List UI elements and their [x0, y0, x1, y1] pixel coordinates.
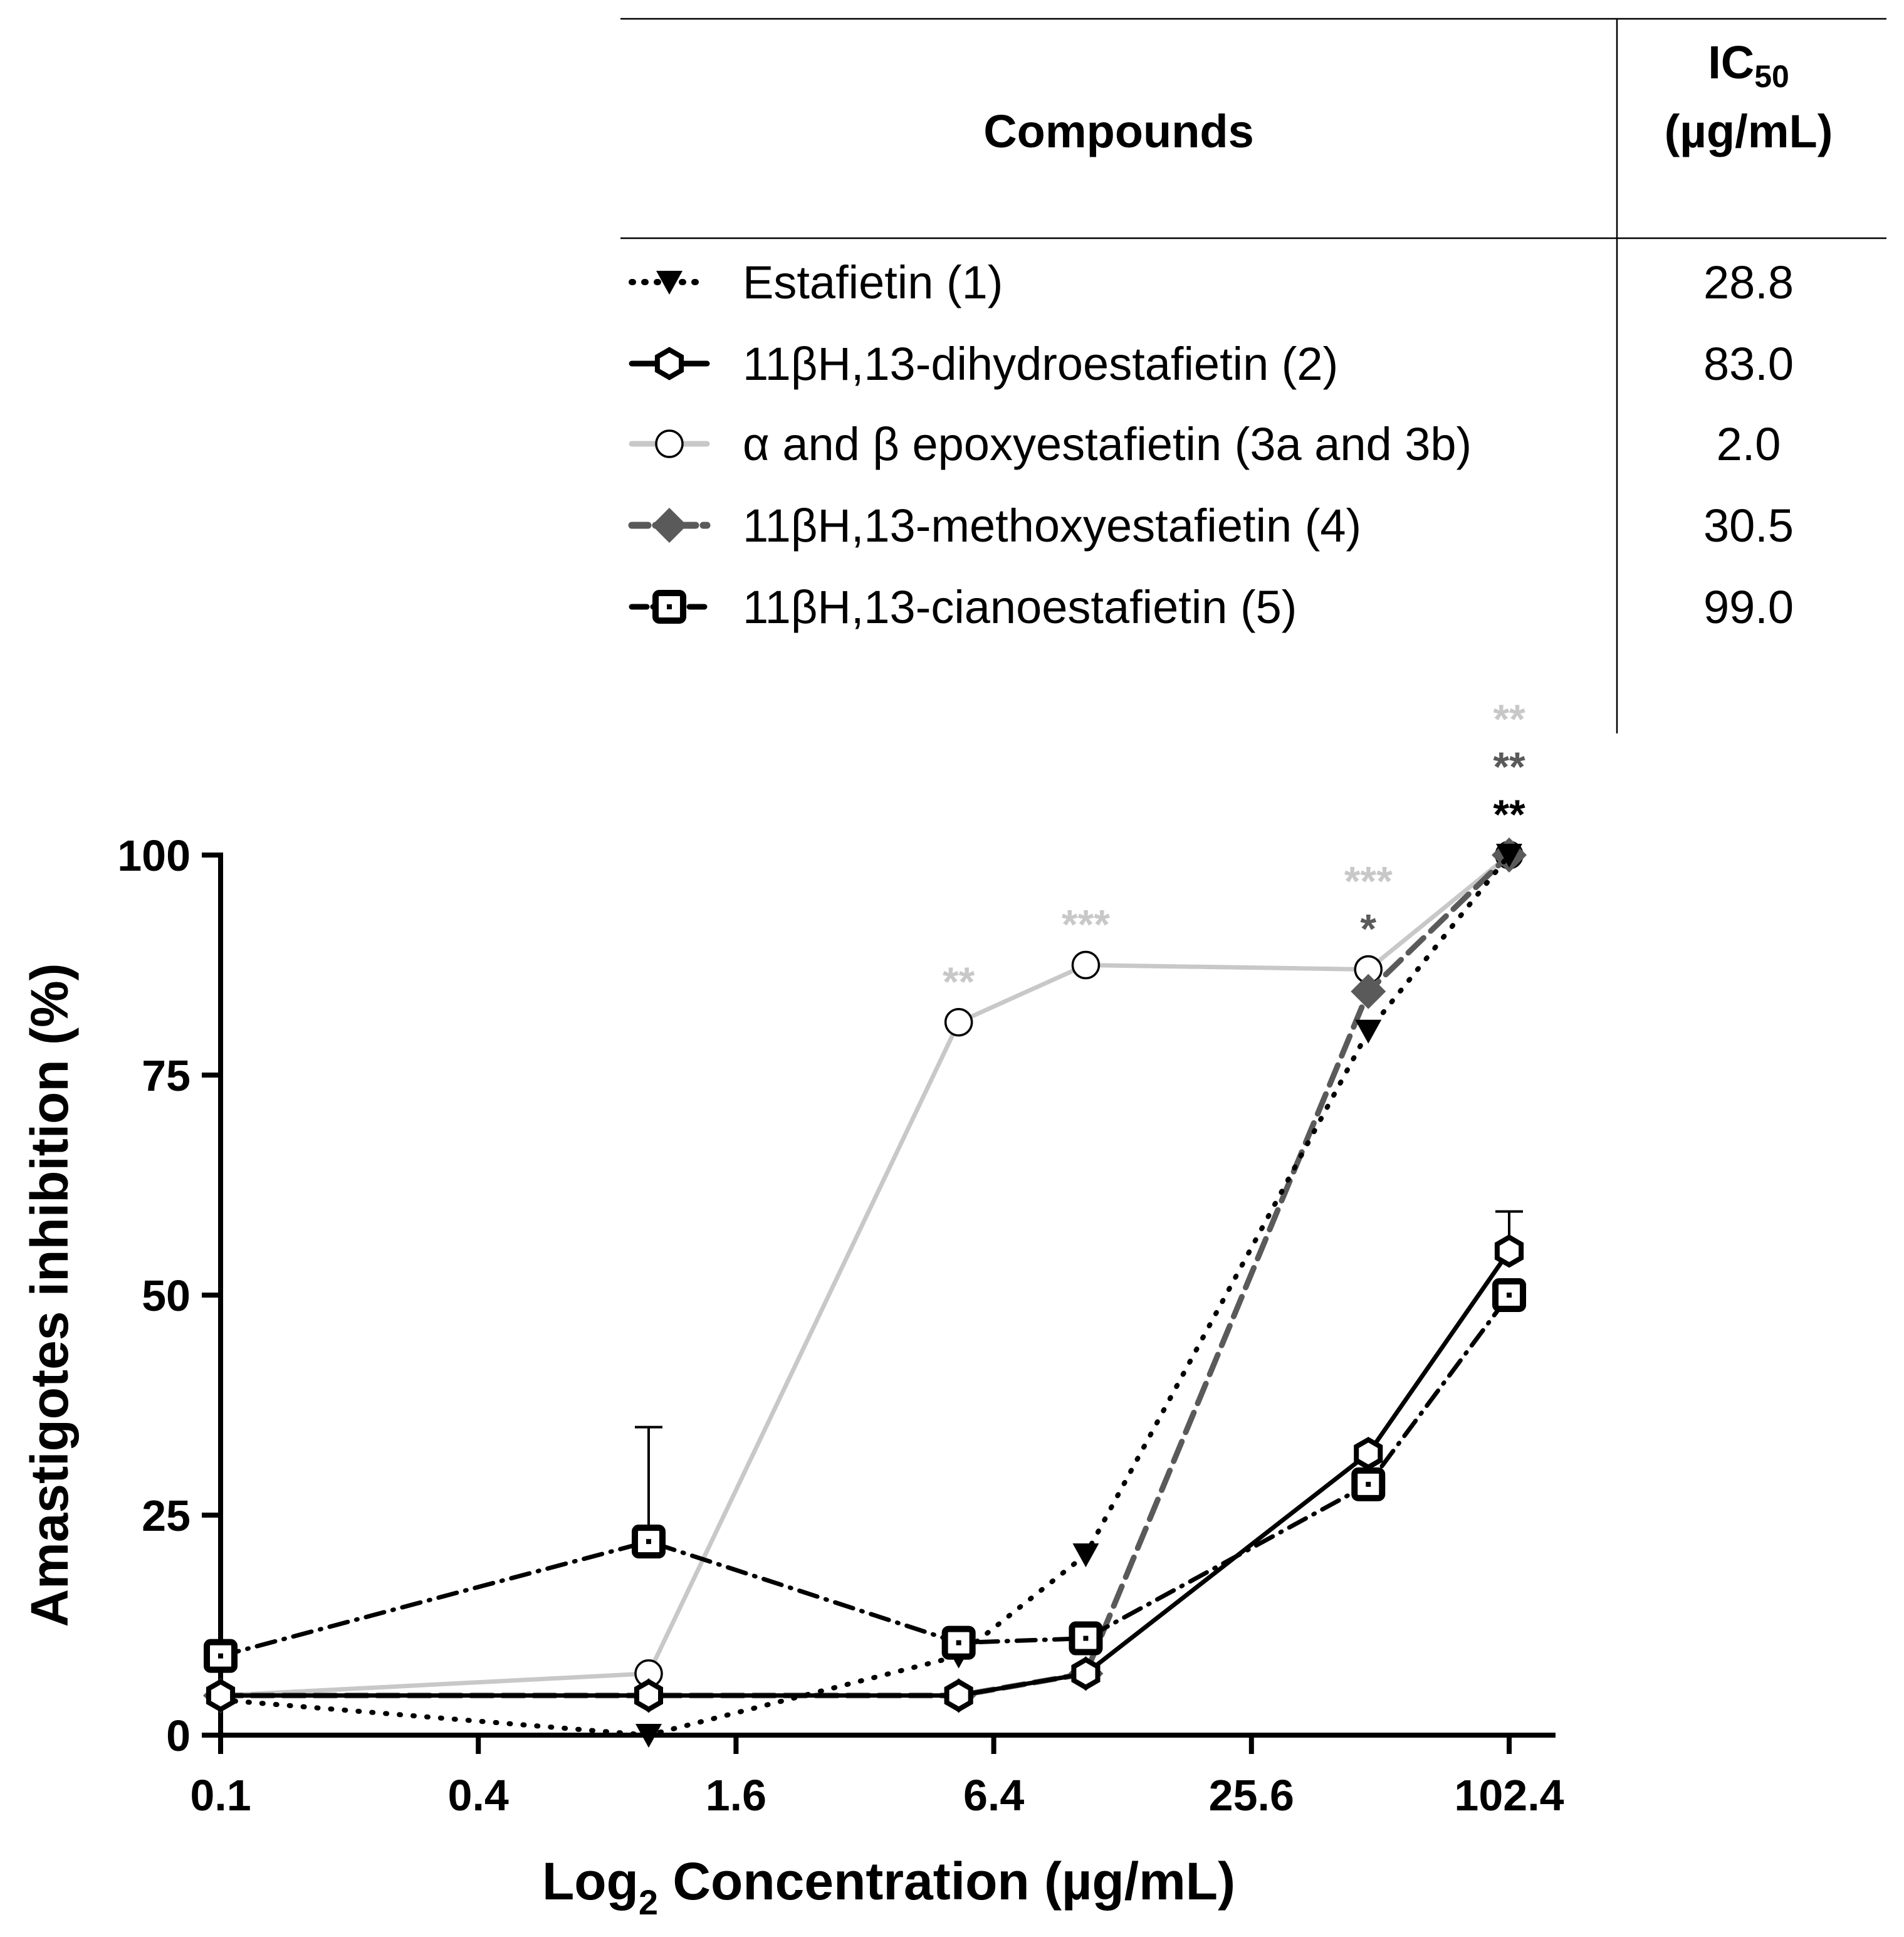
- significance-annotation-4: **: [1493, 791, 1525, 837]
- legend-marker-11-h-13-dihydroestafietin-2: [654, 347, 684, 381]
- plot-area: 0 25 50 75 100 0.1 0.4 1.6 6.4 25.6 102.4 Log2 Conc…: [20, 696, 1564, 1922]
- point-11-h-13-cianoestafietin-5-5-center: [1507, 1293, 1512, 1298]
- legend-row-11-h-13-methoxyestafietin-4: 11βH,13-methoxyestafietin (4) 30.5: [628, 500, 1794, 552]
- point-estafietin-1-5: [1496, 844, 1522, 868]
- legend-header-ic50: IC50: [1708, 36, 1789, 94]
- point-11-h-13-dihydroestafietin-2-1: [634, 1679, 663, 1713]
- series-and-epoxyestafietin-3a-and-3b: [206, 841, 1524, 1710]
- legend-marker-and-epoxyestafietin-3a-and-3b: [655, 429, 684, 458]
- significance-annotation-2: *: [1360, 906, 1376, 952]
- legend-row-and-epoxyestafietin-3a-and-3b: α and β epoxyestafietin (3a and 3b) 2.0: [629, 418, 1781, 470]
- legend-ic50-and-epoxyestafietin-3a-and-3b: 2.0: [1717, 418, 1781, 470]
- legend-label-11-h-13-cianoestafietin-5: 11βH,13-cianoestafietin (5): [743, 581, 1297, 633]
- point-11-h-13-dihydroestafietin-2-4: [1354, 1437, 1383, 1471]
- series-line-11-h-13-cianoestafietin-5: [218, 1293, 1512, 1659]
- legend-marker-11-h-13-methoxyestafietin-4: [652, 508, 687, 543]
- legend-header-compounds: Compounds: [983, 105, 1254, 157]
- series-11-h-13-cianoestafietin-5: [204, 1278, 1526, 1673]
- significance-annotation-0: **: [943, 958, 975, 1005]
- x-axis-title: Log2 Concentration (µg/mL): [542, 1852, 1235, 1922]
- legend-row-11-h-13-dihydroestafietin-2: 11βH,13-dihydroestafietin (2) 83.0: [629, 338, 1794, 390]
- y-tick-label-75: 75: [142, 1051, 191, 1100]
- legend-ic50-11-h-13-cianoestafietin-5: 99.0: [1703, 581, 1794, 633]
- series-line-11-h-13-methoxyestafietin-4: [217, 852, 1512, 1699]
- x-tick-label-25-6: 25.6: [1209, 1771, 1294, 1820]
- legend-table: Compounds IC50 (µg/mL) Estafietin (1) 28.8 11…: [620, 18, 1886, 733]
- legend-label-11-h-13-methoxyestafietin-4: 11βH,13-methoxyestafietin (4): [743, 500, 1361, 552]
- significance-annotation-3: ***: [1344, 858, 1393, 905]
- legend-row-11-h-13-cianoestafietin-5: 11βH,13-cianoestafietin (5) 99.0: [629, 581, 1794, 633]
- significance-annotation-1: ***: [1062, 901, 1110, 948]
- y-tick-label-100: 100: [117, 831, 191, 880]
- legend-ic50-11-h-13-methoxyestafietin-4: 30.5: [1703, 500, 1794, 552]
- point-11-h-13-dihydroestafietin-2-5: [1494, 1234, 1524, 1268]
- y-axis-title: Amastigotes inhibition (%): [20, 963, 79, 1627]
- point-11-h-13-dihydroestafietin-2-0: [206, 1679, 236, 1713]
- point-11-h-13-cianoestafietin-5-3-center: [1083, 1635, 1089, 1641]
- point-and-epoxyestafietin-3a-and-3b-3: [1071, 950, 1101, 980]
- legend-label-estafietin-1: Estafietin (1): [743, 256, 1003, 308]
- legend-ic50-11-h-13-dihydroestafietin-2: 83.0: [1703, 338, 1794, 390]
- series-estafietin-1: [207, 844, 1522, 1748]
- point-11-h-13-cianoestafietin-5-2-center: [956, 1640, 961, 1646]
- x-axis-title-rest: Concentration (µg/mL): [658, 1852, 1235, 1911]
- point-11-h-13-dihydroestafietin-2-2: [944, 1679, 973, 1713]
- point-estafietin-1-4: [1355, 1019, 1382, 1044]
- series-11-h-13-dihydroestafietin-2: [206, 1210, 1524, 1713]
- legend-label-and-epoxyestafietin-3a-and-3b: α and β epoxyestafietin (3a and 3b): [743, 418, 1472, 470]
- legend-row-estafietin-1: Estafietin (1) 28.8: [629, 256, 1794, 308]
- legend-header-ic50-sub: 50: [1754, 59, 1789, 94]
- significance-annotation-6: **: [1493, 696, 1525, 742]
- x-tick-label-1-6: 1.6: [706, 1771, 766, 1820]
- series-line-and-epoxyestafietin-3a-and-3b: [218, 853, 1512, 1698]
- point-and-epoxyestafietin-3a-and-3b-2: [944, 1008, 973, 1037]
- x-tick-label-102-4: 102.4: [1454, 1771, 1564, 1820]
- x-tick-label-6-4: 6.4: [963, 1771, 1024, 1820]
- legend-header-unit: (µg/mL): [1665, 105, 1833, 157]
- x-tick-label-0-4: 0.4: [448, 1771, 509, 1820]
- x-tick-label-0-1: 0.1: [190, 1771, 251, 1820]
- y-tick-label-25: 25: [142, 1491, 191, 1540]
- point-11-h-13-cianoestafietin-5-0-center: [218, 1653, 223, 1659]
- x-axis-title-sub: 2: [639, 1882, 658, 1922]
- legend-marker-11-h-13-cianoestafietin-5-center: [667, 604, 672, 609]
- series-line-estafietin-1: [218, 853, 1512, 1738]
- point-11-h-13-cianoestafietin-5-1-center: [646, 1539, 651, 1545]
- legend-ic50-estafietin-1: 28.8: [1703, 256, 1794, 308]
- point-11-h-13-dihydroestafietin-2-3: [1071, 1657, 1101, 1691]
- point-estafietin-1-1: [635, 1724, 662, 1748]
- legend-label-11-h-13-dihydroestafietin-2: 11βH,13-dihydroestafietin (2): [743, 338, 1338, 390]
- point-estafietin-1-3: [1072, 1543, 1099, 1568]
- legend-marker-estafietin-1: [656, 271, 683, 295]
- point-11-h-13-cianoestafietin-5-4-center: [1366, 1481, 1371, 1487]
- y-tick-label-50: 50: [142, 1271, 191, 1320]
- y-tick-label-0: 0: [166, 1711, 191, 1760]
- x-axis-title-log: Log: [542, 1852, 639, 1911]
- point-11-h-13-methoxyestafietin-4-4: [1351, 974, 1386, 1009]
- significance-annotation-5: **: [1493, 743, 1525, 790]
- series-line-11-h-13-dihydroestafietin-2: [218, 1249, 1512, 1698]
